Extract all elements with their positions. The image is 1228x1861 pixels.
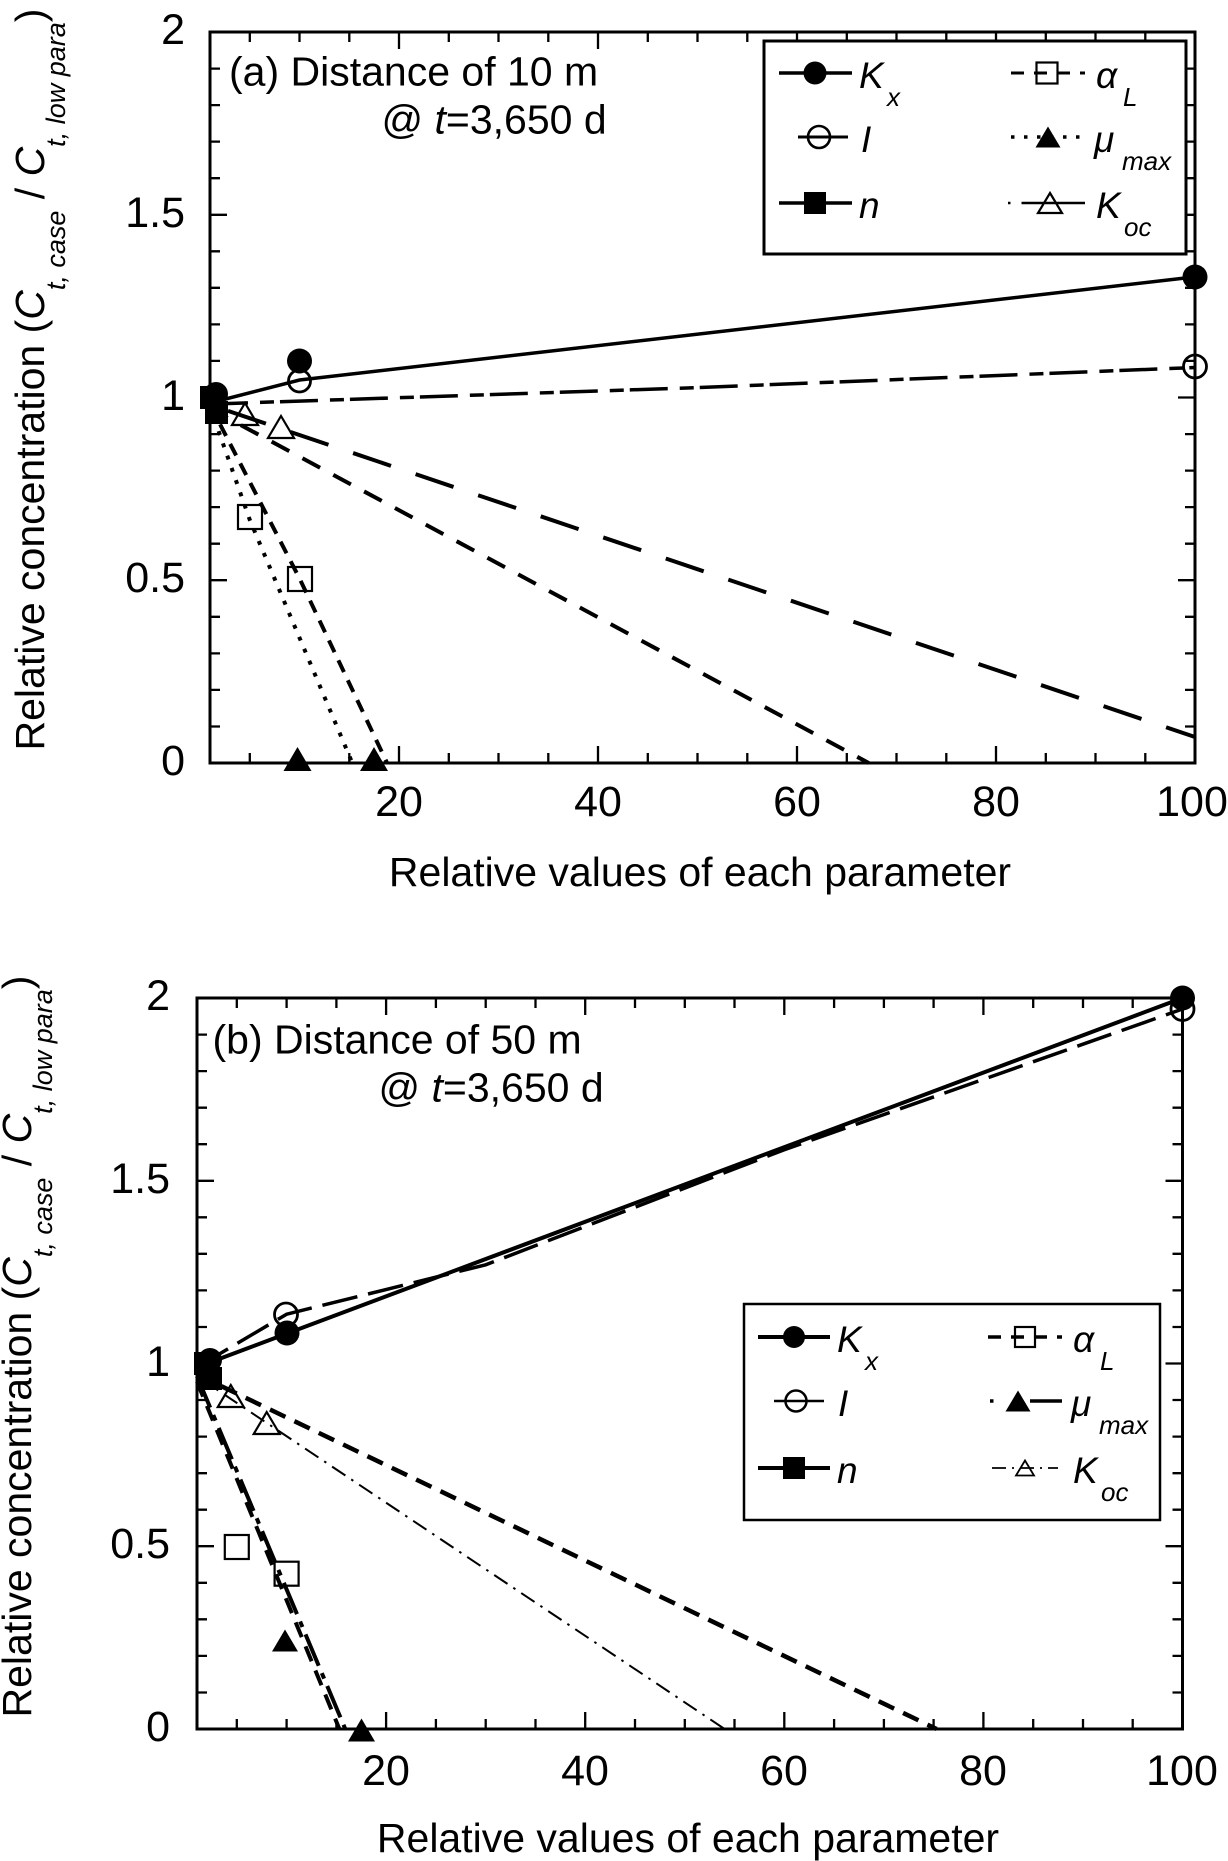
svg-text:K: K	[837, 1319, 864, 1360]
svg-text:K: K	[859, 55, 886, 96]
svg-text:@ t=3,650 d: @ t=3,650 d	[382, 97, 607, 143]
svg-text:1.5: 1.5	[110, 1155, 170, 1203]
svg-text:40: 40	[561, 1747, 609, 1795]
svg-text:μ: μ	[1070, 1383, 1091, 1424]
svg-text:0: 0	[161, 737, 185, 785]
svg-text:0.5: 0.5	[110, 1520, 170, 1568]
svg-text:(a) Distance of 10 m: (a) Distance of 10 m	[229, 49, 598, 95]
svg-text:2: 2	[146, 972, 170, 1020]
svg-text:μ: μ	[1093, 119, 1114, 160]
svg-text:x: x	[885, 82, 901, 112]
svg-text:0: 0	[146, 1703, 170, 1751]
svg-text:0.5: 0.5	[125, 554, 185, 602]
svg-text:n: n	[837, 1450, 858, 1491]
svg-text:20: 20	[375, 778, 423, 826]
svg-text:Relative values of each parame: Relative values of each parameter	[389, 849, 1011, 895]
svg-text:K: K	[1073, 1450, 1100, 1491]
svg-text:α: α	[1073, 1319, 1095, 1360]
svg-text:1: 1	[161, 372, 185, 420]
svg-text:(b) Distance of 50 m: (b) Distance of 50 m	[213, 1017, 582, 1063]
svg-text:2: 2	[161, 6, 185, 54]
svg-text:α: α	[1096, 55, 1118, 96]
svg-text:80: 80	[972, 778, 1020, 826]
svg-text:K: K	[1096, 185, 1123, 226]
svg-text:oc: oc	[1124, 212, 1151, 242]
svg-text:100: 100	[1156, 778, 1228, 826]
svg-text:L: L	[1123, 82, 1137, 112]
svg-text:1.5: 1.5	[125, 189, 185, 237]
svg-text:Relative values of each parame: Relative values of each parameter	[377, 1815, 999, 1861]
svg-text:@ t=3,650 d: @ t=3,650 d	[379, 1065, 604, 1111]
svg-text:max: max	[1122, 146, 1172, 176]
svg-text:n: n	[859, 185, 880, 226]
svg-text:80: 80	[959, 1747, 1007, 1795]
svg-text:1: 1	[146, 1338, 170, 1386]
svg-text:60: 60	[773, 778, 821, 826]
svg-text:oc: oc	[1101, 1477, 1128, 1507]
svg-text:L: L	[1100, 1346, 1114, 1376]
svg-text:40: 40	[574, 778, 622, 826]
svg-text:20: 20	[362, 1747, 410, 1795]
svg-text:I: I	[861, 119, 871, 160]
svg-text:max: max	[1099, 1410, 1149, 1440]
svg-text:60: 60	[760, 1747, 808, 1795]
svg-text:x: x	[863, 1346, 879, 1376]
svg-text:100: 100	[1146, 1747, 1218, 1795]
svg-text:I: I	[838, 1383, 848, 1424]
